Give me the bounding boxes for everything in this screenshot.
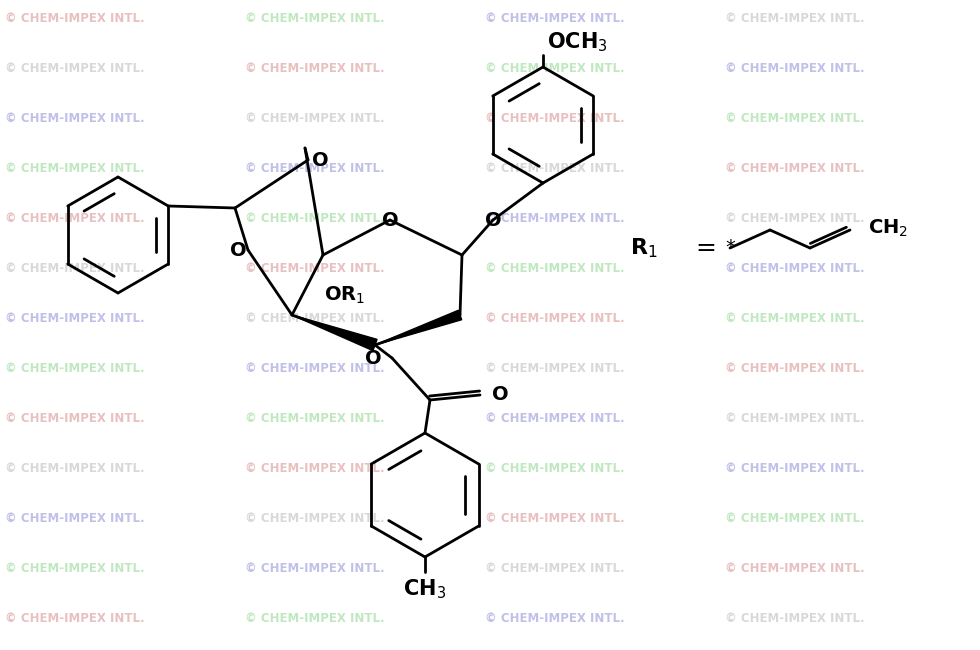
Text: O: O (485, 211, 502, 229)
Text: © CHEM-IMPEX INTL.: © CHEM-IMPEX INTL. (725, 112, 864, 125)
Text: © CHEM-IMPEX INTL.: © CHEM-IMPEX INTL. (485, 161, 624, 174)
Text: © CHEM-IMPEX INTL.: © CHEM-IMPEX INTL. (5, 411, 145, 424)
Text: © CHEM-IMPEX INTL.: © CHEM-IMPEX INTL. (245, 562, 384, 575)
Text: © CHEM-IMPEX INTL.: © CHEM-IMPEX INTL. (5, 612, 145, 625)
Text: © CHEM-IMPEX INTL.: © CHEM-IMPEX INTL. (5, 12, 145, 25)
Text: © CHEM-IMPEX INTL.: © CHEM-IMPEX INTL. (5, 211, 145, 224)
Text: O: O (381, 211, 398, 229)
Text: © CHEM-IMPEX INTL.: © CHEM-IMPEX INTL. (245, 361, 384, 374)
Text: © CHEM-IMPEX INTL.: © CHEM-IMPEX INTL. (485, 512, 624, 525)
Text: © CHEM-IMPEX INTL.: © CHEM-IMPEX INTL. (485, 612, 624, 625)
Text: © CHEM-IMPEX INTL.: © CHEM-IMPEX INTL. (245, 12, 384, 25)
Polygon shape (292, 315, 377, 350)
Text: © CHEM-IMPEX INTL.: © CHEM-IMPEX INTL. (485, 411, 624, 424)
Text: © CHEM-IMPEX INTL.: © CHEM-IMPEX INTL. (485, 311, 624, 324)
Text: © CHEM-IMPEX INTL.: © CHEM-IMPEX INTL. (485, 261, 624, 274)
Text: © CHEM-IMPEX INTL.: © CHEM-IMPEX INTL. (245, 261, 384, 274)
Text: © CHEM-IMPEX INTL.: © CHEM-IMPEX INTL. (725, 161, 864, 174)
Text: O: O (312, 151, 328, 170)
Text: © CHEM-IMPEX INTL.: © CHEM-IMPEX INTL. (5, 562, 145, 575)
Text: © CHEM-IMPEX INTL.: © CHEM-IMPEX INTL. (725, 361, 864, 374)
Text: © CHEM-IMPEX INTL.: © CHEM-IMPEX INTL. (725, 12, 864, 25)
Text: © CHEM-IMPEX INTL.: © CHEM-IMPEX INTL. (5, 161, 145, 174)
Text: © CHEM-IMPEX INTL.: © CHEM-IMPEX INTL. (5, 462, 145, 474)
Text: © CHEM-IMPEX INTL.: © CHEM-IMPEX INTL. (485, 562, 624, 575)
Text: R$_1$: R$_1$ (630, 236, 658, 260)
Text: © CHEM-IMPEX INTL.: © CHEM-IMPEX INTL. (485, 361, 624, 374)
Text: © CHEM-IMPEX INTL.: © CHEM-IMPEX INTL. (725, 261, 864, 274)
Text: © CHEM-IMPEX INTL.: © CHEM-IMPEX INTL. (725, 512, 864, 525)
Text: © CHEM-IMPEX INTL.: © CHEM-IMPEX INTL. (725, 411, 864, 424)
Text: © CHEM-IMPEX INTL.: © CHEM-IMPEX INTL. (485, 62, 624, 75)
Text: © CHEM-IMPEX INTL.: © CHEM-IMPEX INTL. (485, 112, 624, 125)
Text: © CHEM-IMPEX INTL.: © CHEM-IMPEX INTL. (485, 462, 624, 474)
Text: OR$_1$: OR$_1$ (324, 284, 366, 306)
Text: O: O (229, 240, 246, 259)
Text: CH$_3$: CH$_3$ (404, 577, 447, 601)
Text: O: O (366, 348, 382, 367)
Text: © CHEM-IMPEX INTL.: © CHEM-IMPEX INTL. (245, 112, 384, 125)
Text: © CHEM-IMPEX INTL.: © CHEM-IMPEX INTL. (725, 612, 864, 625)
Text: OCH$_3$: OCH$_3$ (547, 30, 608, 54)
Text: © CHEM-IMPEX INTL.: © CHEM-IMPEX INTL. (245, 311, 384, 324)
Text: © CHEM-IMPEX INTL.: © CHEM-IMPEX INTL. (5, 311, 145, 324)
Text: © CHEM-IMPEX INTL.: © CHEM-IMPEX INTL. (725, 211, 864, 224)
Text: © CHEM-IMPEX INTL.: © CHEM-IMPEX INTL. (245, 512, 384, 525)
Text: © CHEM-IMPEX INTL.: © CHEM-IMPEX INTL. (245, 161, 384, 174)
Text: © CHEM-IMPEX INTL.: © CHEM-IMPEX INTL. (245, 62, 384, 75)
Text: © CHEM-IMPEX INTL.: © CHEM-IMPEX INTL. (245, 612, 384, 625)
Text: © CHEM-IMPEX INTL.: © CHEM-IMPEX INTL. (245, 462, 384, 474)
Text: © CHEM-IMPEX INTL.: © CHEM-IMPEX INTL. (725, 562, 864, 575)
Text: *: * (725, 239, 735, 257)
Text: © CHEM-IMPEX INTL.: © CHEM-IMPEX INTL. (5, 261, 145, 274)
Text: © CHEM-IMPEX INTL.: © CHEM-IMPEX INTL. (5, 62, 145, 75)
Text: O: O (492, 385, 509, 404)
Text: © CHEM-IMPEX INTL.: © CHEM-IMPEX INTL. (5, 112, 145, 125)
Text: © CHEM-IMPEX INTL.: © CHEM-IMPEX INTL. (485, 12, 624, 25)
Text: © CHEM-IMPEX INTL.: © CHEM-IMPEX INTL. (725, 311, 864, 324)
Text: =: = (695, 236, 715, 260)
Text: © CHEM-IMPEX INTL.: © CHEM-IMPEX INTL. (485, 211, 624, 224)
Polygon shape (375, 310, 462, 345)
Text: © CHEM-IMPEX INTL.: © CHEM-IMPEX INTL. (725, 62, 864, 75)
Text: CH$_2$: CH$_2$ (868, 217, 908, 239)
Text: © CHEM-IMPEX INTL.: © CHEM-IMPEX INTL. (5, 512, 145, 525)
Text: © CHEM-IMPEX INTL.: © CHEM-IMPEX INTL. (5, 361, 145, 374)
Text: © CHEM-IMPEX INTL.: © CHEM-IMPEX INTL. (245, 211, 384, 224)
Text: © CHEM-IMPEX INTL.: © CHEM-IMPEX INTL. (725, 462, 864, 474)
Text: © CHEM-IMPEX INTL.: © CHEM-IMPEX INTL. (245, 411, 384, 424)
